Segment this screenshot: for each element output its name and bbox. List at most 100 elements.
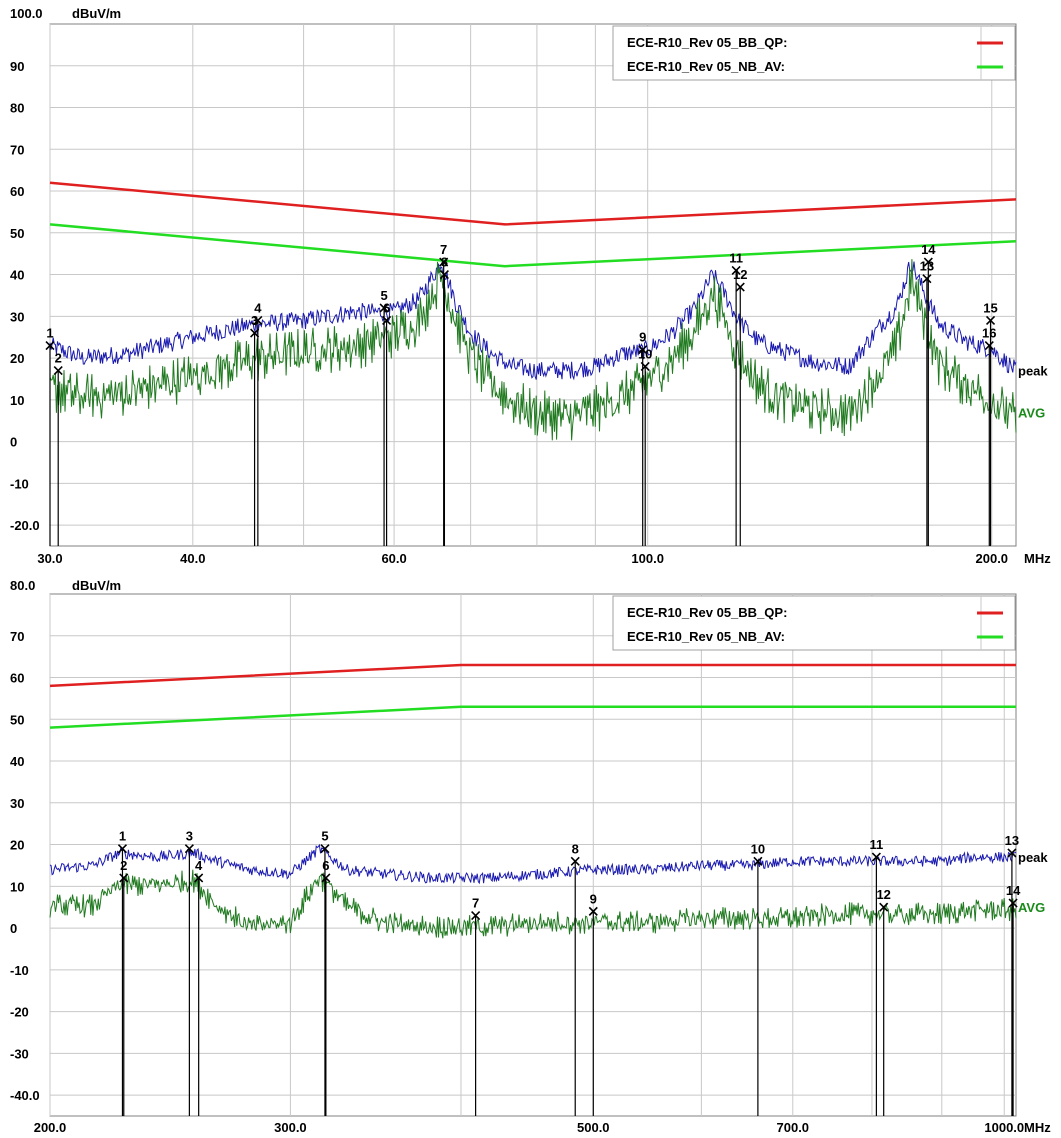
marker-x bbox=[588, 906, 598, 916]
y-top-label: 80.0 bbox=[10, 578, 35, 593]
y-tick-label: 30 bbox=[10, 796, 24, 811]
legend-box bbox=[612, 595, 1016, 651]
y-tick-label: 40 bbox=[10, 268, 24, 283]
x-tick-label: 40.0 bbox=[180, 551, 205, 566]
y-unit-label: dBuV/m bbox=[72, 6, 121, 21]
x-tick-label: 60.0 bbox=[381, 551, 406, 566]
marker-label: 12 bbox=[876, 887, 890, 902]
marker-x bbox=[1007, 848, 1017, 858]
y-unit-label: dBuV/m bbox=[72, 578, 121, 593]
y-tick-label: -20.0 bbox=[10, 518, 40, 533]
avg-trace-label: AVG bbox=[1018, 405, 1045, 420]
marker-label: 6 bbox=[383, 300, 390, 315]
marker-x bbox=[53, 366, 63, 376]
legend-label: ECE-R10_Rev 05_BB_QP: bbox=[627, 35, 787, 50]
y-tick-label: -20 bbox=[10, 1005, 29, 1020]
y-tick-label: 10 bbox=[10, 393, 24, 408]
chart-panel-2: 70 60 50 40 30 20 10 0 -10 -20 -30 -40.0 80.0 dBuV/m 2… bbox=[10, 578, 1051, 1135]
av-limit-line bbox=[49, 705, 1016, 729]
y-tick-label: -10 bbox=[10, 963, 29, 978]
peak-trace-label: peak bbox=[1018, 850, 1048, 865]
marker-x bbox=[753, 856, 763, 866]
avg-trace bbox=[49, 259, 1017, 441]
y-tick-label: 20 bbox=[10, 838, 24, 853]
peak-trace bbox=[49, 261, 1017, 381]
legend-label: ECE-R10_Rev 05_NB_AV: bbox=[627, 59, 785, 74]
legend-box bbox=[612, 25, 1016, 81]
plot-area bbox=[49, 593, 1017, 1117]
marker-x bbox=[922, 274, 932, 284]
marker-label: 13 bbox=[920, 259, 934, 274]
marker-label: 1 bbox=[46, 326, 53, 341]
marker-x bbox=[117, 844, 128, 854]
y-tick-label: 60 bbox=[10, 184, 24, 199]
marker-x bbox=[640, 361, 650, 371]
x-unit-label: MHz bbox=[1024, 1120, 1051, 1135]
marker-label: 8 bbox=[441, 255, 448, 270]
marker-label: 14 bbox=[1006, 883, 1021, 898]
marker-x bbox=[923, 257, 933, 267]
marker-x bbox=[471, 910, 481, 921]
marker-x bbox=[119, 873, 129, 883]
marker-label: 2 bbox=[120, 858, 127, 873]
marker-x bbox=[871, 852, 881, 862]
marker-label: 8 bbox=[572, 841, 579, 856]
x-tick-label: 1000.0 bbox=[984, 1120, 1024, 1135]
plot-area bbox=[49, 23, 1017, 547]
y-tick-label: 50 bbox=[10, 226, 24, 241]
peak-trace-label: peak bbox=[1018, 364, 1048, 379]
marker-label: 2 bbox=[55, 351, 62, 366]
x-tick-label: 300.0 bbox=[274, 1120, 307, 1135]
marker-x bbox=[985, 315, 996, 326]
x-tick-label: 30.0 bbox=[37, 551, 62, 566]
marker-label: 12 bbox=[733, 267, 747, 282]
marker-label: 5 bbox=[380, 288, 387, 303]
marker-label: 16 bbox=[982, 326, 996, 341]
avg-trace-label: AVG bbox=[1018, 900, 1045, 915]
y-tick-label: 30 bbox=[10, 309, 24, 324]
x-tick-label: 200.0 bbox=[34, 1120, 67, 1135]
marker-x bbox=[379, 303, 389, 313]
marker-x bbox=[1008, 898, 1018, 908]
marker-label: 6 bbox=[322, 858, 329, 873]
marker-x bbox=[638, 345, 648, 355]
marker-x bbox=[184, 844, 194, 854]
x-tick-label: 100.0 bbox=[631, 551, 664, 566]
avg-trace bbox=[49, 869, 1017, 939]
marker-label: 10 bbox=[638, 346, 652, 361]
marker-label: 7 bbox=[440, 242, 447, 257]
x-unit-label: MHz bbox=[1024, 551, 1051, 566]
legend-label: ECE-R10_Rev 05_NB_AV: bbox=[627, 629, 785, 644]
av-limit-line bbox=[49, 223, 1017, 268]
y-tick-label: 70 bbox=[10, 629, 24, 644]
y-tick-label: -10 bbox=[10, 476, 29, 491]
y-top-label: 100.0 bbox=[10, 6, 43, 21]
y-tick-label: -30 bbox=[10, 1046, 29, 1061]
legend-label: ECE-R10_Rev 05_BB_QP: bbox=[627, 605, 787, 620]
marker-label: 13 bbox=[1005, 833, 1019, 848]
marker-x bbox=[194, 873, 204, 883]
marker-x bbox=[439, 257, 449, 267]
x-tick-label: 700.0 bbox=[777, 1120, 810, 1135]
y-tick-label: 50 bbox=[10, 712, 24, 727]
y-tick-label: 0 bbox=[10, 921, 17, 936]
y-tick-label: 20 bbox=[10, 351, 24, 366]
marker-label: 7 bbox=[472, 896, 479, 911]
y-tick-label: 80 bbox=[10, 101, 24, 116]
marker-label: 11 bbox=[729, 250, 743, 265]
marker-label: 14 bbox=[921, 242, 936, 257]
marker-x bbox=[735, 282, 745, 292]
y-tick-label: -40.0 bbox=[10, 1088, 40, 1103]
y-tick-label: 10 bbox=[10, 879, 24, 894]
marker-label: 3 bbox=[186, 829, 193, 844]
marker-label: 1 bbox=[119, 829, 126, 844]
qp-limit-line bbox=[49, 663, 1016, 688]
marker-x bbox=[45, 340, 55, 351]
y-tick-label: 40 bbox=[10, 754, 24, 769]
marker-x bbox=[320, 844, 330, 854]
marker-x bbox=[731, 265, 741, 275]
marker-x bbox=[984, 340, 994, 351]
x-tick-label: 500.0 bbox=[577, 1120, 610, 1135]
marker-label: 11 bbox=[870, 837, 884, 852]
